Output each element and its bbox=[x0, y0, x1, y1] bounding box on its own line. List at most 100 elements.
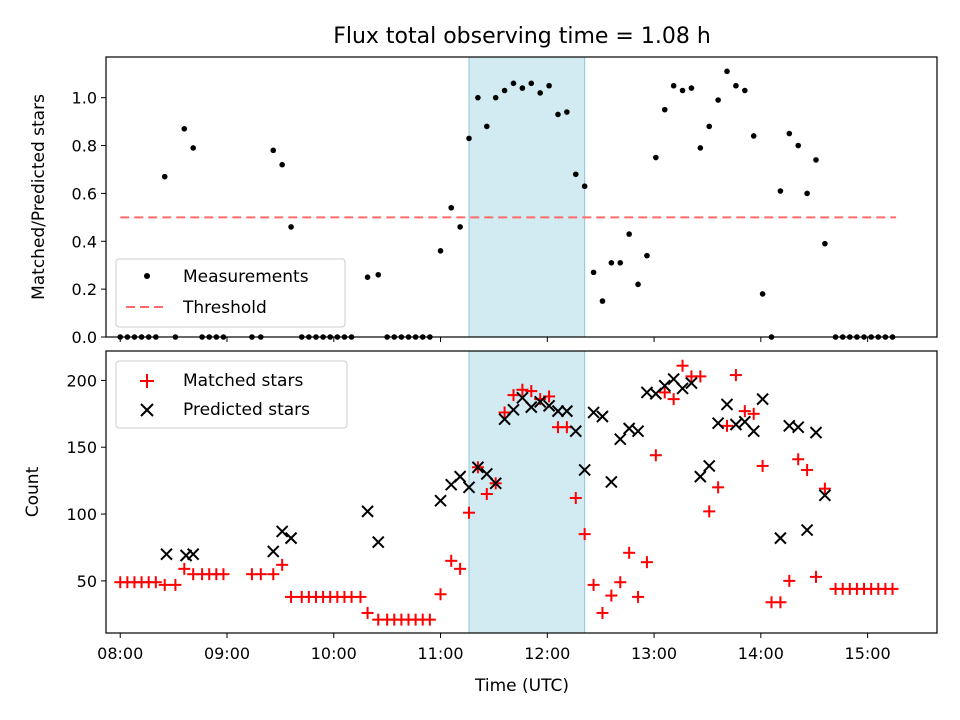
x-tick-label: 10:00 bbox=[311, 644, 357, 663]
predicted-star-point bbox=[720, 398, 734, 411]
bottom-y-ticks: 50 100 150 200 bbox=[66, 371, 106, 591]
predicted-star-point bbox=[729, 418, 743, 431]
legend-predicted-marker bbox=[140, 403, 154, 417]
legend-matched-label: Matched stars bbox=[183, 371, 303, 391]
top-y-tick-label: 1.0 bbox=[72, 89, 97, 108]
measurement-point bbox=[475, 94, 481, 101]
measurement-point bbox=[492, 94, 499, 101]
top-y-axis-label: Matched/Predicted stars bbox=[29, 94, 49, 300]
matched-star-point bbox=[756, 459, 769, 472]
predicted-star-point bbox=[614, 433, 627, 446]
matched-star-point bbox=[712, 481, 725, 494]
matched-star-point bbox=[703, 505, 716, 518]
predicted-star-point bbox=[462, 481, 476, 494]
top-y-tick-label: 0.4 bbox=[72, 232, 97, 251]
measurement-point bbox=[715, 97, 721, 103]
bottom-y-tick-label: 200 bbox=[66, 371, 97, 390]
legend-threshold-label: Threshold bbox=[182, 298, 267, 318]
measurement-point bbox=[822, 240, 828, 247]
measurement-points bbox=[117, 68, 896, 340]
top-y-tick-label: 0.6 bbox=[72, 184, 97, 203]
matched-star-point bbox=[361, 606, 374, 619]
predicted-star-point bbox=[160, 547, 173, 561]
predicted-star-point bbox=[453, 470, 467, 483]
measurement-point bbox=[546, 82, 552, 89]
matched-star-point bbox=[158, 578, 171, 591]
measurement-point bbox=[279, 161, 285, 168]
measurement-point bbox=[608, 260, 615, 266]
predicted-star-point bbox=[818, 489, 832, 502]
measurement-point bbox=[437, 248, 444, 254]
matched-star-point bbox=[729, 369, 742, 382]
predicted-star-point bbox=[560, 404, 574, 418]
measurement-point bbox=[510, 80, 517, 87]
top-legend-box bbox=[115, 258, 346, 328]
measurement-point bbox=[688, 85, 695, 91]
matched-star-point bbox=[818, 482, 831, 495]
matched-star-point bbox=[614, 576, 627, 589]
bottom-y-tick-label: 100 bbox=[66, 505, 97, 524]
measurement-point bbox=[288, 224, 294, 230]
predicted-star-point bbox=[284, 531, 298, 545]
bottom-panel: 50 100 150 200 08:00 09:00 10:00 11:00 12:00 13:… bbox=[23, 350, 938, 696]
matched-star-point bbox=[434, 588, 447, 601]
matched-star-point bbox=[738, 405, 751, 418]
matched-star-point bbox=[480, 488, 493, 501]
top-x-ticks bbox=[119, 337, 869, 342]
matched-star-point bbox=[809, 570, 822, 583]
top-axis-ticks: 0.0 0.2 0.4 0.6 0.8 1.0 bbox=[72, 89, 106, 347]
measurement-point bbox=[161, 173, 168, 180]
matched-star-point bbox=[217, 568, 230, 581]
bottom-highlight-band bbox=[468, 350, 586, 634]
predicted-star-point bbox=[791, 420, 805, 434]
measurement-point bbox=[795, 142, 802, 149]
x-axis-label: Time (UTC) bbox=[474, 676, 569, 696]
predicted-stars-points bbox=[160, 372, 832, 562]
measurement-point bbox=[697, 145, 704, 151]
predicted-star-point bbox=[551, 404, 565, 418]
predicted-star-point bbox=[800, 523, 814, 537]
predicted-star-point bbox=[774, 531, 787, 545]
x-tick-label: 13:00 bbox=[631, 644, 677, 663]
matched-star-point bbox=[569, 492, 582, 505]
predicted-star-point bbox=[694, 470, 707, 483]
measurement-point bbox=[742, 87, 748, 94]
top-y-tick-label: 0.2 bbox=[72, 280, 97, 299]
predicted-star-point bbox=[434, 494, 447, 507]
bottom-x-ticks: 08:00 09:00 10:00 11:00 12:00 13:00 14:00 15:00 bbox=[97, 633, 891, 663]
predicted-star-point bbox=[361, 505, 374, 518]
bottom-y-tick-label: 150 bbox=[66, 438, 97, 457]
matched-star-point bbox=[649, 449, 662, 462]
predicted-star-point bbox=[525, 400, 538, 414]
predicted-star-point bbox=[756, 392, 769, 406]
matched-star-point bbox=[632, 590, 645, 603]
matched-star-point bbox=[801, 463, 814, 476]
predicted-star-point bbox=[676, 382, 689, 395]
legend-matched-marker bbox=[140, 374, 154, 388]
measurement-point bbox=[635, 281, 641, 288]
measurement-point bbox=[813, 157, 819, 163]
matched-star-point bbox=[454, 562, 467, 575]
predicted-star-point bbox=[507, 403, 520, 417]
x-tick-label: 11:00 bbox=[417, 644, 463, 663]
x-tick-label: 15:00 bbox=[845, 644, 891, 663]
predicted-star-point bbox=[587, 406, 600, 419]
top-legend: Measurements Threshold bbox=[115, 258, 346, 328]
matched-star-point bbox=[354, 590, 367, 603]
bottom-y-axis-label: Count bbox=[23, 466, 43, 517]
measurement-point bbox=[706, 123, 713, 130]
predicted-star-point bbox=[267, 545, 280, 558]
top-highlight-band bbox=[468, 56, 586, 338]
measurement-point bbox=[519, 85, 526, 91]
matched-star-point bbox=[783, 574, 796, 587]
predicted-star-point bbox=[372, 535, 385, 549]
measurement-point bbox=[181, 125, 188, 132]
predicted-star-point bbox=[685, 376, 698, 390]
predicted-star-point bbox=[186, 547, 200, 561]
measurement-point bbox=[733, 82, 739, 89]
matched-star-point bbox=[525, 385, 538, 398]
predicted-star-point bbox=[622, 422, 636, 435]
top-y-tick-label: 0.8 bbox=[72, 137, 97, 156]
matched-star-point bbox=[721, 419, 734, 432]
